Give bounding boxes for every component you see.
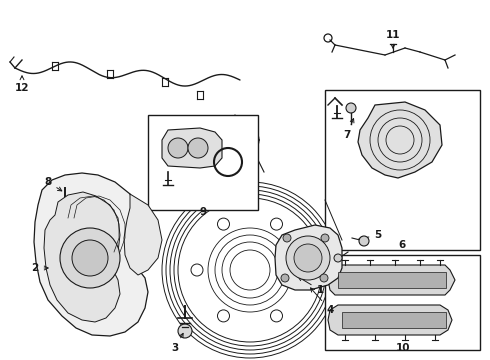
Circle shape (283, 234, 291, 242)
Circle shape (286, 236, 330, 280)
Circle shape (168, 138, 188, 158)
Circle shape (320, 274, 328, 282)
Text: 2: 2 (31, 263, 48, 273)
Circle shape (178, 324, 192, 338)
Polygon shape (328, 265, 455, 295)
Text: 4: 4 (311, 288, 334, 315)
Polygon shape (124, 194, 162, 275)
Text: 3: 3 (172, 333, 183, 353)
Bar (325, 255, 480, 350)
Circle shape (281, 274, 289, 282)
Circle shape (188, 138, 208, 158)
Text: 11: 11 (386, 30, 400, 48)
Circle shape (294, 244, 322, 272)
Bar (325, 90, 480, 250)
Text: 5: 5 (359, 230, 382, 240)
Text: 12: 12 (15, 76, 29, 93)
Polygon shape (162, 128, 222, 168)
Circle shape (60, 228, 120, 288)
Polygon shape (328, 305, 452, 335)
Text: 10: 10 (396, 343, 410, 353)
Polygon shape (44, 192, 120, 322)
Polygon shape (275, 225, 342, 290)
Polygon shape (358, 102, 442, 178)
Polygon shape (34, 173, 148, 336)
Text: 6: 6 (398, 240, 406, 250)
Text: 9: 9 (199, 207, 207, 217)
Bar (342, 312, 446, 328)
Circle shape (359, 236, 369, 246)
Bar (338, 272, 446, 288)
Circle shape (321, 234, 329, 242)
Circle shape (59, 212, 71, 224)
Circle shape (334, 254, 342, 262)
Circle shape (346, 103, 356, 113)
Circle shape (72, 240, 108, 276)
Bar (148, 115, 258, 210)
Text: 8: 8 (45, 177, 62, 191)
Text: 1: 1 (298, 277, 323, 295)
Text: 7: 7 (343, 118, 354, 140)
